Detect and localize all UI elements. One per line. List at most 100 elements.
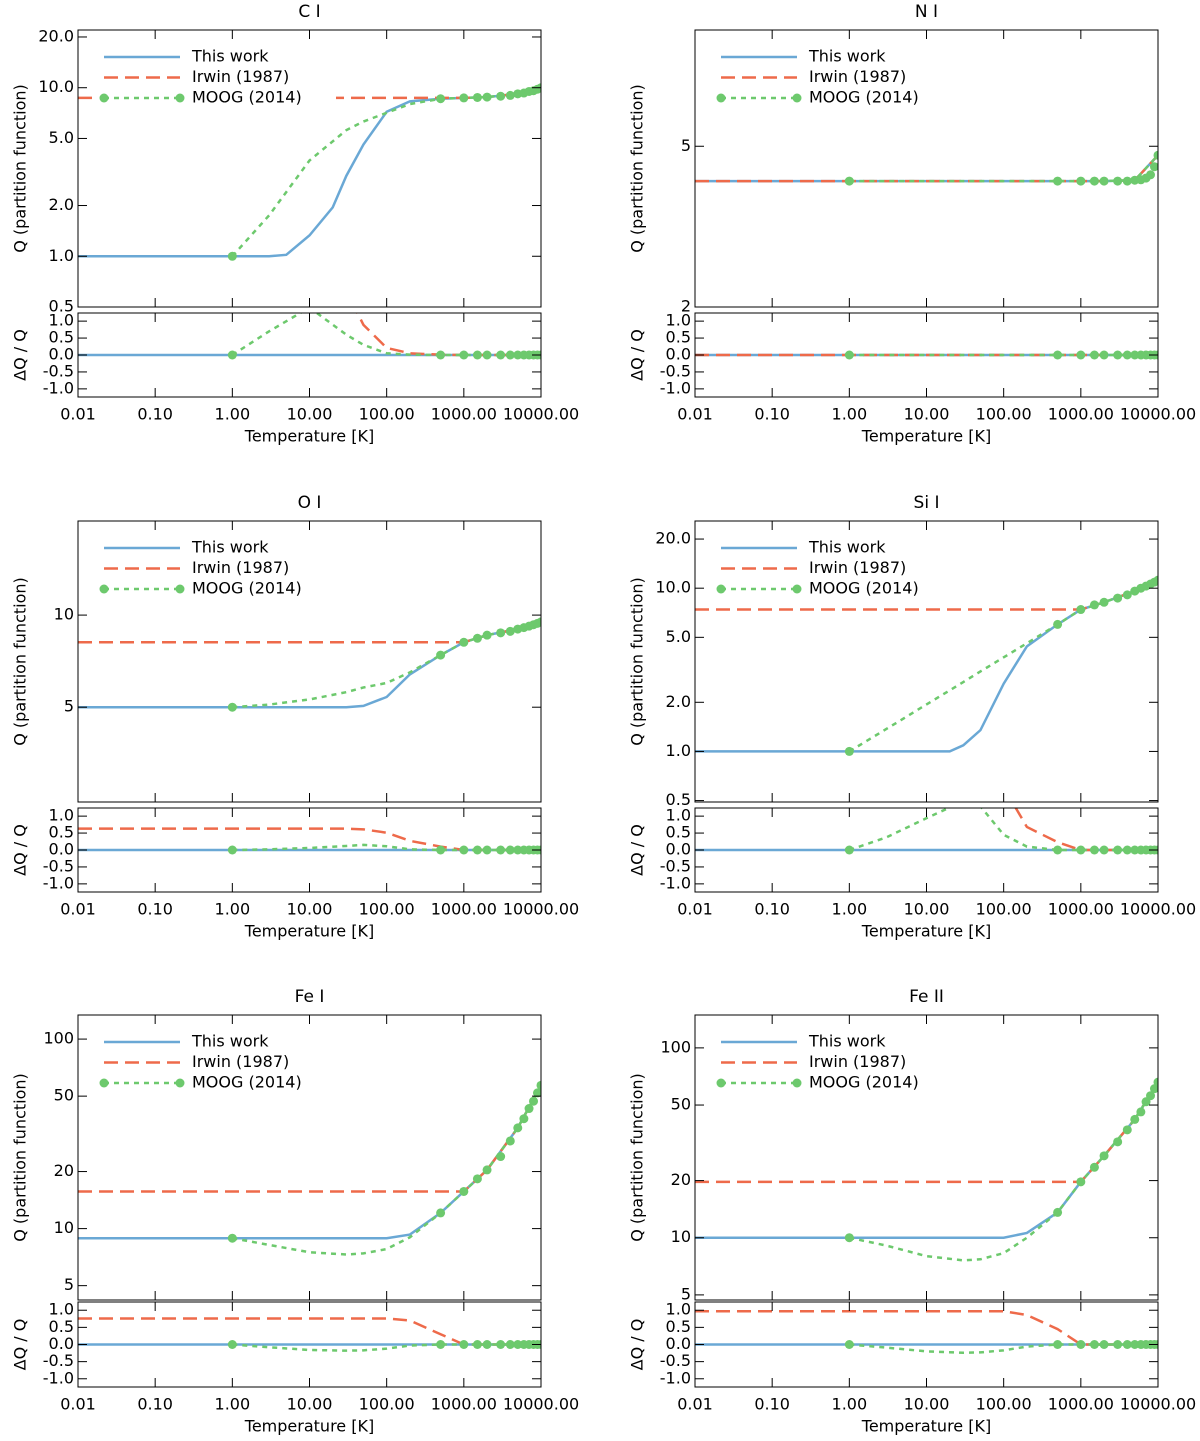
series-line — [231, 86, 541, 258]
y-axis-label: ΔQ / Q — [11, 1319, 30, 1371]
series-line — [78, 620, 541, 709]
data-point — [436, 1340, 446, 1349]
series-line — [695, 154, 1158, 183]
y-tick-label: 0.5 — [666, 1317, 691, 1336]
y-tick-label: 1.0 — [666, 741, 691, 760]
x-tick-label: 10000.00 — [1120, 1395, 1196, 1414]
data-point — [482, 1165, 492, 1175]
legend-marker — [716, 584, 726, 594]
data-point — [1053, 845, 1063, 855]
data-point — [496, 1340, 506, 1349]
series-line — [848, 579, 1158, 753]
plot-area — [695, 808, 1158, 855]
legend-label: Irwin (1987) — [192, 67, 289, 86]
series-line — [848, 808, 1158, 852]
x-tick-label: 10.00 — [904, 405, 950, 424]
legend-marker — [175, 93, 185, 103]
x-tick-label: 1.00 — [832, 405, 868, 424]
data-point — [505, 350, 515, 360]
data-point — [482, 92, 492, 102]
plot-area — [695, 150, 1158, 186]
data-point — [482, 1340, 492, 1349]
data-point — [472, 1174, 482, 1184]
data-point — [1113, 845, 1123, 855]
series-line — [78, 827, 541, 852]
data-point — [844, 845, 854, 855]
y-axis-label: ΔQ / Q — [628, 329, 647, 381]
x-tick-label: 0.01 — [677, 1395, 713, 1414]
legend-marker — [792, 1078, 802, 1088]
data-point — [436, 350, 446, 360]
x-axis-label: Temperature [K] — [244, 1417, 374, 1436]
data-point — [436, 650, 446, 660]
chart-title: N I — [915, 2, 938, 22]
y-tick-label: 5 — [64, 1275, 74, 1294]
x-tick-label: 10000.00 — [503, 1395, 579, 1414]
data-point — [1113, 1137, 1123, 1147]
y-tick-label: 20 — [54, 1161, 74, 1180]
data-point — [496, 1152, 506, 1162]
legend-label: Irwin (1987) — [809, 558, 906, 577]
data-point — [1146, 170, 1156, 180]
x-tick-label: 1000.00 — [1048, 405, 1114, 424]
x-tick-label: 100.00 — [976, 900, 1032, 919]
data-point — [1076, 350, 1086, 360]
x-tick-label: 10.00 — [287, 405, 333, 424]
data-point — [844, 176, 854, 186]
data-point — [459, 350, 469, 360]
data-point — [436, 845, 446, 855]
x-tick-label: 10000.00 — [1120, 405, 1196, 424]
legend-label: This work — [808, 538, 886, 557]
legend-marker — [175, 584, 185, 594]
plot-area — [78, 1317, 541, 1352]
series-line — [78, 86, 541, 258]
y-axis-label: Q (partition function) — [11, 577, 30, 746]
x-axis-label: Temperature [K] — [244, 427, 374, 446]
x-tick-label: 0.01 — [677, 900, 713, 919]
y-tick-label: -1.0 — [43, 378, 74, 397]
y-axis-label: ΔQ / Q — [628, 1319, 647, 1371]
series-line — [695, 154, 1158, 183]
y-tick-label: 1.0 — [49, 246, 74, 265]
data-point — [1122, 350, 1132, 360]
series-line — [78, 1317, 541, 1346]
y-tick-label: -1.0 — [43, 1368, 74, 1387]
chart-title: Si I — [914, 493, 940, 513]
data-point — [482, 350, 492, 360]
y-tick-label: 50 — [54, 1086, 74, 1105]
data-point — [1149, 162, 1158, 172]
y-tick-label: -1.0 — [43, 873, 74, 892]
plot-area — [78, 827, 541, 855]
legend-label: MOOG (2014) — [192, 1073, 302, 1092]
legend-label: This work — [191, 1032, 269, 1051]
x-tick-label: 1.00 — [215, 900, 251, 919]
y-tick-label: -0.5 — [43, 1351, 74, 1370]
data-point — [1076, 1340, 1086, 1349]
legend-marker — [792, 584, 802, 594]
legend-label: MOOG (2014) — [809, 579, 919, 598]
plot-area — [78, 1080, 541, 1256]
series-line — [695, 1081, 1158, 1184]
data-point — [459, 637, 469, 647]
x-tick-label: 0.10 — [137, 1395, 173, 1414]
data-point — [505, 626, 515, 636]
y-tick-label: 10 — [54, 1218, 74, 1237]
y-tick-label: 0.5 — [49, 1317, 74, 1336]
data-point — [496, 91, 506, 101]
x-tick-label: 100.00 — [976, 1395, 1032, 1414]
data-point — [1089, 350, 1099, 360]
legend-label: This work — [808, 1032, 886, 1051]
series-line — [78, 1084, 541, 1193]
data-point — [1099, 597, 1109, 607]
data-point — [1099, 1151, 1109, 1161]
data-point — [505, 1136, 515, 1146]
chart-title: Fe II — [909, 987, 944, 1007]
x-tick-label: 0.01 — [60, 405, 96, 424]
y-tick-label: 100 — [43, 1029, 74, 1048]
x-tick-label: 0.01 — [60, 1395, 96, 1414]
plot-area — [695, 1310, 1158, 1354]
data-point — [227, 350, 237, 360]
data-point — [1076, 176, 1086, 186]
x-tick-label: 10.00 — [904, 900, 950, 919]
x-tick-label: 10.00 — [904, 1395, 950, 1414]
